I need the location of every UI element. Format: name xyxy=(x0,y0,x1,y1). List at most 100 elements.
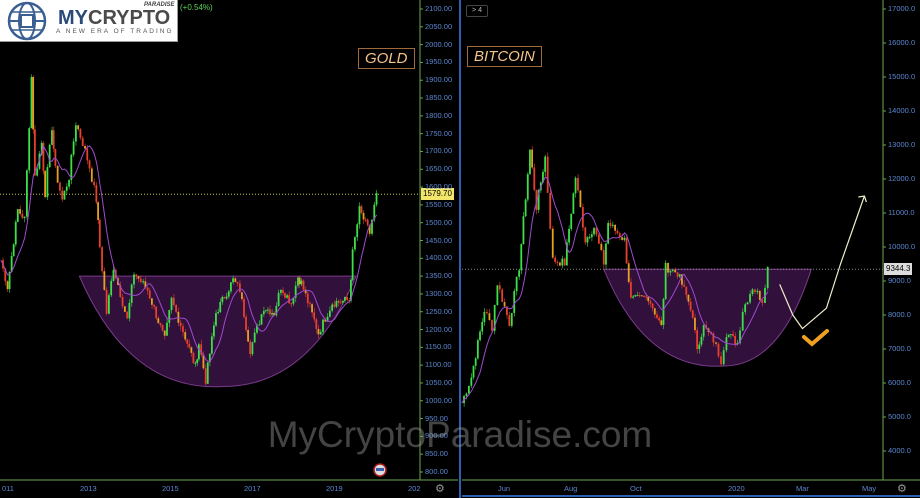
bitcoin-candle xyxy=(574,177,577,194)
gold-candle xyxy=(98,219,101,248)
bitcoin-candle xyxy=(667,262,669,273)
gold-candle xyxy=(277,292,280,306)
bitcoin-candle xyxy=(630,282,632,298)
gold-candle xyxy=(253,332,256,343)
gold-candle xyxy=(182,326,184,333)
bitcoin-candle xyxy=(611,224,614,226)
bitcoin-candle xyxy=(734,335,737,345)
gold-last-price: 1579.70 xyxy=(421,188,454,200)
bitcoin-candle xyxy=(510,312,513,326)
gold-candle xyxy=(225,296,228,299)
bitcoin-candle xyxy=(501,289,504,303)
gold-candle xyxy=(249,341,252,355)
gold-candle xyxy=(84,145,86,149)
logo: MYCRYPTO PARADISE A NEW ERA OF TRADING xyxy=(0,0,178,42)
bitcoin-candle xyxy=(676,272,679,277)
gold-candle xyxy=(368,224,371,234)
bitcoin-candle xyxy=(643,295,645,297)
bitcoin-candle xyxy=(618,233,621,238)
logo-brand: MYCRYPTO xyxy=(58,7,171,29)
gold-candle xyxy=(4,268,7,282)
bitcoin-candle xyxy=(493,305,496,331)
gold-candle xyxy=(375,193,378,205)
gold-candle xyxy=(206,362,209,384)
bitcoin-candle xyxy=(544,156,547,172)
gold-candle xyxy=(298,277,301,285)
gold-candle xyxy=(153,304,155,307)
bitcoin-candle xyxy=(658,317,661,321)
gold-candle xyxy=(28,128,31,171)
gold-candle xyxy=(65,186,68,191)
gold-candle xyxy=(234,278,237,282)
gold-y-tick-label: 1700.00 xyxy=(425,146,453,156)
bitcoin-candle xyxy=(498,285,501,290)
bitcoin-candle xyxy=(565,242,568,266)
gold-y-tick-label: 1100.00 xyxy=(425,360,452,370)
gold-candle xyxy=(373,204,376,220)
bitcoin-candle xyxy=(739,330,741,344)
bitcoin-candle xyxy=(520,244,523,271)
bitcoin-candle xyxy=(546,156,549,193)
gold-candle xyxy=(32,77,35,130)
gold-candle xyxy=(146,287,149,291)
gold-candle xyxy=(227,291,230,297)
bitcoin-candle xyxy=(732,334,734,336)
gold-candle xyxy=(362,212,365,220)
bitcoin-candle xyxy=(568,228,570,243)
bitcoin-candle xyxy=(513,291,516,313)
gold-candle xyxy=(247,330,249,342)
gold-y-tick-label: 1200.00 xyxy=(425,324,453,334)
bitcoin-candle xyxy=(602,249,605,265)
bitcoin-candle xyxy=(467,385,470,394)
gold-candle xyxy=(300,280,303,285)
bitcoin-candle xyxy=(474,358,477,366)
bitcoin-candle xyxy=(749,294,751,303)
gold-moving-average xyxy=(0,145,378,362)
gold-candle xyxy=(371,219,373,234)
bitcoin-candle xyxy=(572,193,575,214)
checkmark-icon xyxy=(802,329,829,347)
bitcoin-candle xyxy=(656,314,658,318)
bitcoin-candle xyxy=(549,192,552,229)
flag-icon[interactable] xyxy=(373,463,387,477)
gold-candle xyxy=(8,271,11,290)
bitcoin-y-tick-label: 11000.0 xyxy=(888,208,915,217)
gold-candle xyxy=(366,219,369,225)
gold-candle xyxy=(339,302,342,304)
bitcoin-candle xyxy=(687,294,690,302)
gold-candle xyxy=(358,206,361,225)
bitcoin-settings-gear-icon[interactable]: ⚙ xyxy=(897,483,907,495)
bitcoin-candle xyxy=(725,337,728,351)
gold-settings-gear-icon[interactable]: ⚙ xyxy=(435,483,445,495)
gold-candle xyxy=(59,182,61,191)
gold-candle xyxy=(200,344,203,355)
bitcoin-candle xyxy=(551,228,554,258)
bitcoin-candle xyxy=(720,356,722,365)
bitcoin-candle xyxy=(588,237,591,239)
bitcoin-candle xyxy=(729,334,732,336)
bitcoin-candle xyxy=(476,340,479,359)
bitcoin-y-tick-label: 9000.0 xyxy=(888,276,911,285)
interval-toggle[interactable]: > 4 xyxy=(466,5,488,17)
gold-candle xyxy=(112,270,115,281)
gold-candle xyxy=(282,290,284,293)
gold-candle xyxy=(204,368,207,384)
gold-change-percent: (+0.54%) xyxy=(180,3,213,12)
gold-candle xyxy=(328,310,331,317)
gold-x-tick: 2015 xyxy=(162,484,179,493)
gold-candle xyxy=(128,302,131,319)
gold-y-tick-label: 1950.00 xyxy=(425,57,453,67)
bitcoin-candle xyxy=(531,149,534,168)
bitcoin-candle xyxy=(559,262,561,266)
bitcoin-candle xyxy=(640,295,643,297)
gold-candle xyxy=(288,295,290,304)
bitcoin-candle xyxy=(537,190,540,210)
gold-candle xyxy=(30,77,33,129)
gold-candle xyxy=(311,304,313,313)
gold-candle xyxy=(79,129,82,138)
gold-candle xyxy=(348,300,351,302)
bitcoin-candle xyxy=(472,365,475,378)
bitcoin-candle xyxy=(586,237,589,243)
gold-y-tick-label: 1400.00 xyxy=(425,253,453,263)
gold-candle xyxy=(284,292,286,298)
